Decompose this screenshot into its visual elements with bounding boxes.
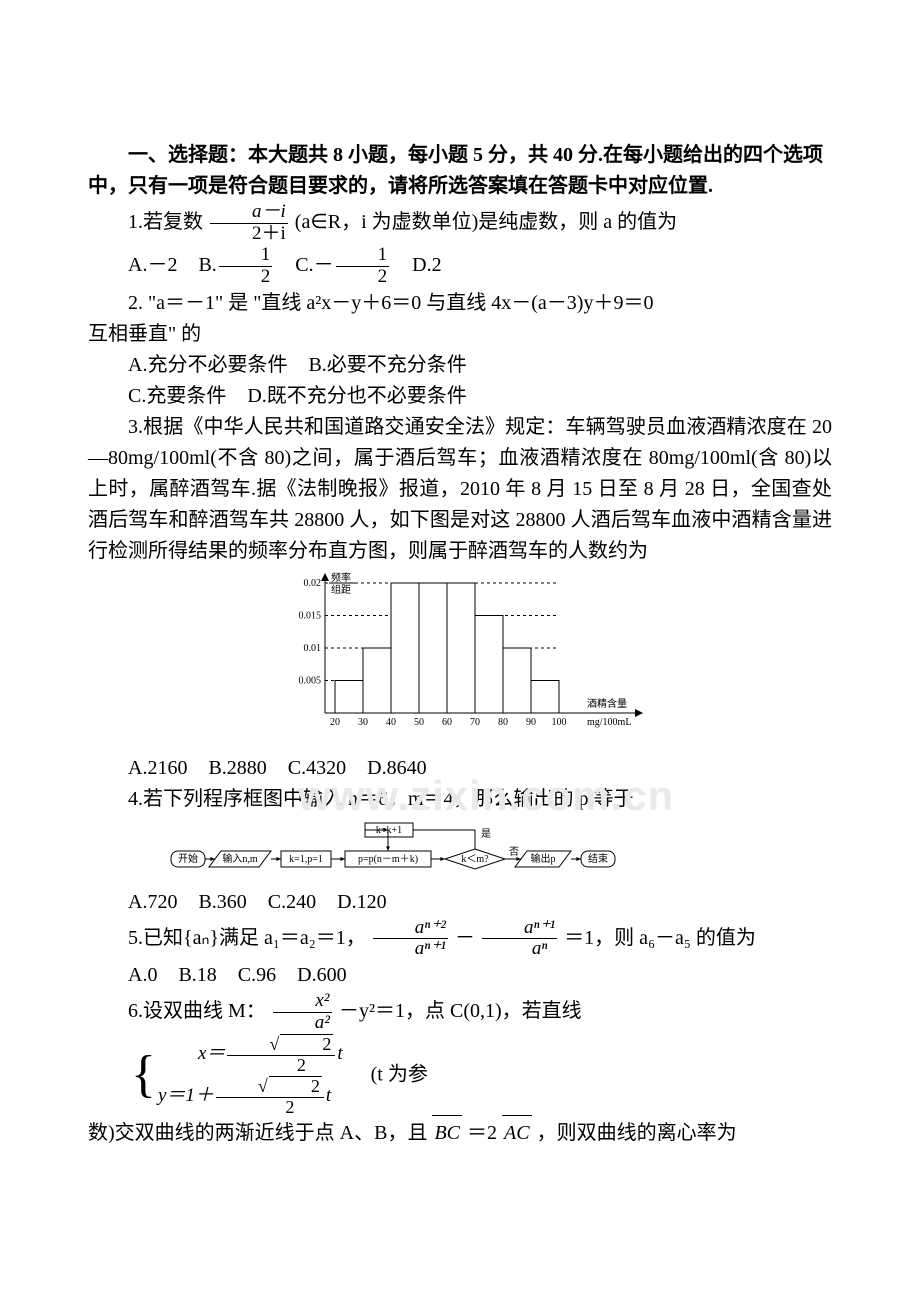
q3-option-b: B.2880: [208, 757, 266, 779]
q4-option-c: C.240: [268, 891, 316, 913]
q5-option-d: D.600: [297, 964, 346, 986]
q2-option-b: B.必要不充分条件: [308, 354, 466, 376]
svg-text:组距: 组距: [331, 583, 351, 596]
q2-option-d: D.既不充分也不必要条件: [247, 385, 466, 407]
svg-text:20: 20: [330, 717, 340, 728]
histogram-chart: 0.005 0.01 0.015 0.02 20 30 40 50 60 70 80 90 100 频率组…: [275, 571, 645, 741]
q4-option-b: B.360: [198, 891, 246, 913]
svg-text:结束: 结束: [588, 852, 608, 865]
q1-stem: 1.若复数 a－i2＋i (a∈R，i 为虚数单位)是纯虚数，则 a 的值为: [88, 202, 832, 245]
svg-text:否: 否: [509, 846, 519, 858]
svg-text:50: 50: [414, 717, 424, 728]
svg-text:k＜m?: k＜m?: [461, 854, 489, 865]
q1-option-c: C.－12: [295, 254, 391, 276]
section-heading: 一、选择题：本大题共 8 小题，每小题 5 分，共 40 分.在每小题给出的四个…: [88, 140, 832, 202]
q4-stem: 4.若下列程序框图中输入 n＝6，m＝4，那么输出的 p 等于: [88, 784, 832, 815]
q3-stem: 3.根据《中华人民共和国道路交通安全法》规定：车辆驾驶员血液酒精浓度在 20—8…: [88, 412, 832, 567]
q4-figure: 开始输入n,mk=1,p=1p=p(n－m＋k)k=k+1k＜m?是否输出p结束: [88, 819, 832, 885]
svg-text:0.015: 0.015: [299, 610, 322, 621]
svg-text:0.01: 0.01: [304, 643, 322, 654]
svg-text:酒精含量: 酒精含量: [587, 697, 627, 710]
q3-figure: 0.005 0.01 0.015 0.02 20 30 40 50 60 70 80 90 100 频率组…: [88, 571, 832, 751]
q1-options: A.－2 B.12 C.－12 D.2: [88, 245, 832, 288]
q1-option-a: A.－2: [128, 254, 177, 276]
svg-text:0.02: 0.02: [304, 578, 322, 589]
svg-text:输出p: 输出p: [531, 852, 556, 865]
q2-line2: 互相垂直" 的: [88, 319, 832, 350]
q2-option-a: A.充分不必要条件: [128, 354, 287, 376]
q5-option-c: C.96: [238, 964, 276, 986]
q3-option-c: C.4320: [288, 757, 346, 779]
q5-stem: 5.已知{aₙ}满足 a₁＝a₂＝1， aⁿ⁺²aⁿ⁺¹ － aⁿ⁺¹aⁿ ＝1…: [88, 918, 832, 961]
q5-option-b: B.18: [178, 964, 216, 986]
svg-text:100: 100: [552, 717, 567, 728]
q6-stem-line1: 6.设双曲线 M： x²a² －y²＝1，点 C(0,1)，若直线 { x＝√2…: [88, 991, 832, 1117]
q3-options: A.2160 B.2880 C.4320 D.8640: [88, 753, 832, 784]
q5-option-a: A.0: [128, 964, 157, 986]
svg-text:80: 80: [498, 717, 508, 728]
vector-bc: BC: [432, 1118, 462, 1149]
q1-option-d: D.2: [412, 254, 441, 276]
svg-text:p=p(n－m＋k): p=p(n－m＋k): [358, 854, 418, 865]
q2-line1: 2. "a＝－1" 是 "直线 a²x－y＋6＝0 与直线 4x－(a－3)y＋…: [88, 288, 832, 319]
q2-options-row1: A.充分不必要条件 B.必要不充分条件: [88, 350, 832, 381]
q3-option-a: A.2160: [128, 757, 187, 779]
q2-options-row2: C.充要条件 D.既不充分也不必要条件: [88, 381, 832, 412]
svg-text:90: 90: [526, 717, 536, 728]
vector-ac: AC: [502, 1118, 532, 1149]
svg-text:70: 70: [470, 717, 480, 728]
flowchart: 开始输入n,mk=1,p=1p=p(n－m＋k)k=k+1k＜m?是否输出p结束: [165, 819, 755, 875]
parametric-system: { x＝√22t y＝1＋√22t: [91, 1034, 343, 1117]
q5-options: A.0 B.18 C.96 D.600: [88, 960, 832, 991]
svg-text:开始: 开始: [178, 852, 198, 865]
svg-text:30: 30: [358, 717, 368, 728]
svg-text:是: 是: [481, 828, 491, 840]
q3-option-d: D.8640: [367, 757, 426, 779]
svg-text:40: 40: [386, 717, 396, 728]
svg-text:频率: 频率: [331, 571, 351, 584]
svg-text:k=1,p=1: k=1,p=1: [289, 854, 323, 865]
svg-text:输入n,m: 输入n,m: [222, 852, 257, 865]
q4-option-a: A.720: [128, 891, 177, 913]
svg-text:60: 60: [442, 717, 452, 728]
q6-stem-line2: 数)交双曲线的两渐近线于点 A、B，且 BC ＝2 AC ，则双曲线的离心率为: [88, 1118, 832, 1149]
svg-text:mg/100mL: mg/100mL: [587, 717, 631, 728]
q1-option-b: B.12: [198, 254, 274, 276]
q4-options: A.720 B.360 C.240 D.120: [88, 887, 832, 918]
q2-option-c: C.充要条件: [128, 385, 226, 407]
q4-option-d: D.120: [337, 891, 386, 913]
svg-text:0.005: 0.005: [299, 675, 322, 686]
